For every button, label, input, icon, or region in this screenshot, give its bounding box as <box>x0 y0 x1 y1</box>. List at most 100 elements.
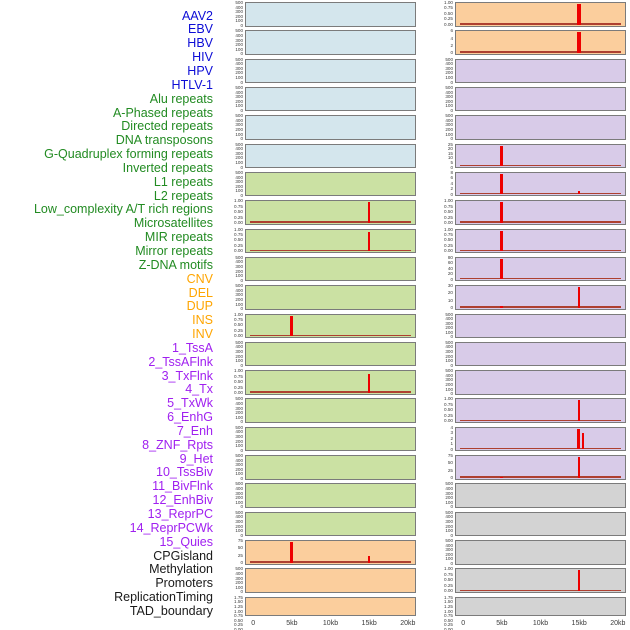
y-tick-label: 60 <box>447 260 453 266</box>
y-axis-ticks: 30 20 10 0 <box>431 284 453 311</box>
y-tick-label: 400 <box>235 174 243 180</box>
row-label: Microsatellites <box>133 216 213 231</box>
y-tick-label: 400 <box>235 61 243 67</box>
y-tick-label: 300 <box>235 405 243 411</box>
y-tick-label: 100 <box>235 131 243 137</box>
y-tick-label: 0 <box>240 362 243 368</box>
plot-area <box>455 285 626 310</box>
y-tick-label: 20 <box>447 271 453 277</box>
mini-plot: 500 400 300 200 100 0 <box>445 114 626 141</box>
y-tick-label: 2 <box>450 186 453 192</box>
plot-area <box>455 58 626 84</box>
y-tick-label: 400 <box>235 514 243 520</box>
y-tick-label: 0.75 <box>234 232 243 238</box>
y-tick-label: 200 <box>235 410 243 416</box>
y-tick-label: 400 <box>445 514 453 520</box>
signal-baseline <box>460 277 621 280</box>
mini-plot: 500 400 300 200 100 0 <box>445 85 626 113</box>
y-tick-label: 100 <box>445 386 453 392</box>
mini-plot: 500 400 300 200 100 0 <box>235 170 416 197</box>
y-tick-label: 0 <box>450 561 453 567</box>
signal-spike <box>577 428 581 450</box>
plot-area <box>455 455 626 480</box>
y-tick-label: 0 <box>240 22 243 28</box>
mini-plot: 500 400 300 200 100 0 <box>445 57 626 84</box>
y-tick-label: 400 <box>235 570 243 576</box>
y-tick-label: 4 <box>450 180 453 186</box>
y-tick-label: 200 <box>235 353 243 359</box>
row-label: L1 repeats <box>153 174 213 189</box>
y-tick-label: 200 <box>445 325 453 331</box>
y-tick-label: 500 <box>235 113 243 119</box>
plot-area <box>245 568 416 593</box>
y-axis-ticks: 1.00 0.75 0.50 0.25 0.00 <box>221 226 243 255</box>
y-tick-label: 500 <box>445 113 453 119</box>
row-label: Promoters <box>155 576 213 591</box>
y-tick-label: 0 <box>240 277 243 283</box>
mini-plot: 1.00 0.75 0.50 0.25 0.00 <box>444 227 626 254</box>
signal-spike <box>367 232 371 252</box>
y-tick-label: 6 <box>450 28 453 34</box>
x-tick-label: 10kb <box>532 620 549 627</box>
y-tick-label: 400 <box>235 344 243 350</box>
signal-baseline <box>460 164 621 167</box>
y-axis-ticks: 500 400 300 200 100 0 <box>221 255 243 283</box>
y-tick-label: 15 <box>447 150 453 156</box>
plot-area <box>455 483 626 508</box>
signal-spike <box>577 400 581 421</box>
plot-area <box>245 455 416 480</box>
y-axis-ticks: 500 400 300 200 100 0 <box>431 57 453 85</box>
mini-plot: 1.00 0.75 0.50 0.25 0.00 <box>444 0 626 27</box>
mini-plot: 500 400 300 200 100 0 <box>235 397 416 424</box>
signal-baseline <box>460 221 621 223</box>
signal-spike <box>577 287 581 308</box>
x-tick-label: 0 <box>461 620 466 627</box>
y-axis-ticks: 500 400 300 200 100 0 <box>221 567 243 594</box>
mini-plot: 75 50 25 0 <box>238 538 416 565</box>
y-axis-ticks: 500 400 300 200 100 0 <box>431 369 453 396</box>
y-tick-label: 0 <box>450 276 453 282</box>
y-tick-label: 0.50 <box>234 322 243 328</box>
y-tick-label: 500 <box>235 339 243 345</box>
plot-area <box>245 426 416 452</box>
y-tick-label: 400 <box>235 259 243 265</box>
y-axis-ticks: 500 400 300 200 100 0 <box>221 425 243 452</box>
mini-plot: 500 400 300 200 100 0 <box>445 312 626 339</box>
y-tick-label: 100 <box>235 18 243 24</box>
y-tick-label: 400 <box>445 486 453 492</box>
y-tick-label: 500 <box>445 339 453 345</box>
signal-baseline <box>250 561 411 563</box>
signal-spike <box>500 173 503 195</box>
y-tick-label: 0.75 <box>444 5 453 11</box>
y-axis-ticks: 1.00 0.75 0.50 0.25 0.00 <box>431 227 453 255</box>
y-tick-label: 1.00 <box>444 396 453 402</box>
plot-area <box>455 426 626 452</box>
row-label: AAV2 <box>181 8 213 23</box>
y-tick-label: 100 <box>235 46 243 52</box>
y-tick-label: 0 <box>450 164 453 170</box>
y-tick-label: 0 <box>240 136 243 142</box>
y-tick-label: 40 <box>447 265 453 271</box>
row-label: Z-DNA motifs <box>138 257 213 272</box>
y-axis-ticks: 500 400 300 200 100 0 <box>221 510 243 537</box>
y-tick-label: 1.00 <box>234 226 243 232</box>
y-tick-label: 300 <box>445 65 453 71</box>
signal-spike <box>367 556 371 563</box>
mini-plot: 500 400 300 200 100 0 <box>235 114 416 141</box>
y-tick-label: 200 <box>445 551 453 557</box>
y-tick-label: 400 <box>235 287 243 293</box>
plot-area <box>455 143 626 169</box>
y-tick-label: 100 <box>235 499 243 505</box>
y-tick-label: 300 <box>235 150 243 156</box>
y-axis-ticks: 1.00 0.75 0.50 0.25 0.00 <box>221 312 243 340</box>
y-axis-ticks: 500 400 300 200 100 0 <box>221 339 243 368</box>
y-tick-label: 0 <box>450 79 453 85</box>
y-tick-label: 100 <box>445 103 453 109</box>
y-axis-ticks: 500 400 300 200 100 0 <box>431 482 453 509</box>
y-tick-label: 0 <box>450 446 453 452</box>
y-tick-label: 0.00 <box>444 21 453 27</box>
y-tick-label: 1.00 <box>444 0 453 5</box>
y-tick-label: 0.00 <box>234 390 243 396</box>
row-label: CNV <box>186 271 213 286</box>
